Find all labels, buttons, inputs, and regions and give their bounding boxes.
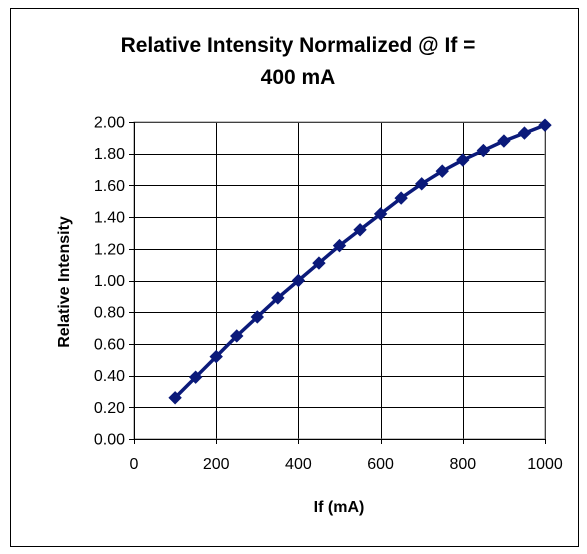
y-tick-label: 1.20 <box>94 241 125 258</box>
y-tick-label: 0.40 <box>94 368 125 385</box>
y-tick-label: 0.00 <box>94 432 125 449</box>
data-point <box>394 191 408 205</box>
y-tick-label: 0.20 <box>94 400 125 417</box>
data-point <box>188 370 203 384</box>
y-axis-label: Relative Intensity <box>56 216 73 348</box>
y-tick-label: 2.00 <box>94 115 125 132</box>
x-tick-label: 400 <box>285 456 312 473</box>
y-tick-label: 0.60 <box>94 336 125 353</box>
data-point <box>168 391 182 405</box>
data-point <box>435 164 449 178</box>
y-tick-label: 1.00 <box>94 273 125 290</box>
plot-background <box>134 122 545 439</box>
y-tick-label: 1.80 <box>94 146 125 163</box>
y-tick-label: 1.60 <box>94 178 125 195</box>
y-tick-label: 1.40 <box>94 210 125 227</box>
x-axis-label: If (mA) <box>314 499 365 516</box>
data-point <box>414 177 429 191</box>
data-point <box>230 329 244 343</box>
data-point <box>353 223 367 237</box>
chart-title-line-2: 400 mA <box>261 66 336 89</box>
data-point <box>209 349 223 364</box>
data-point <box>456 153 470 167</box>
x-tick-label: 0 <box>130 456 139 473</box>
data-point <box>538 118 552 132</box>
data-point <box>517 126 532 140</box>
data-point <box>497 134 511 148</box>
y-axis: 0.00 0.20 0.40 0.60 0.80 1.00 1.20 1.40 1.60 1.80… <box>94 115 135 449</box>
data-point <box>312 256 326 270</box>
chart-title-line-1: Relative Intensity Normalized @ If = <box>121 34 476 57</box>
data-point <box>250 310 265 324</box>
data-point <box>291 273 306 288</box>
data-point <box>332 238 347 253</box>
x-axis: 0 200 400 600 800 1000 <box>130 439 563 473</box>
y-tick-label: 0.80 <box>94 305 125 322</box>
series-layer <box>168 118 552 405</box>
x-tick-label: 1000 <box>527 456 563 473</box>
x-tick-label: 800 <box>449 456 476 473</box>
x-tick-label: 600 <box>367 456 394 473</box>
plot-area: 0.00 0.20 0.40 0.60 0.80 1.00 1.20 1.40 1.60 1.80… <box>94 115 563 474</box>
x-tick-label: 200 <box>203 456 230 473</box>
data-point <box>373 207 388 221</box>
data-point <box>271 291 285 305</box>
data-point <box>476 143 491 158</box>
